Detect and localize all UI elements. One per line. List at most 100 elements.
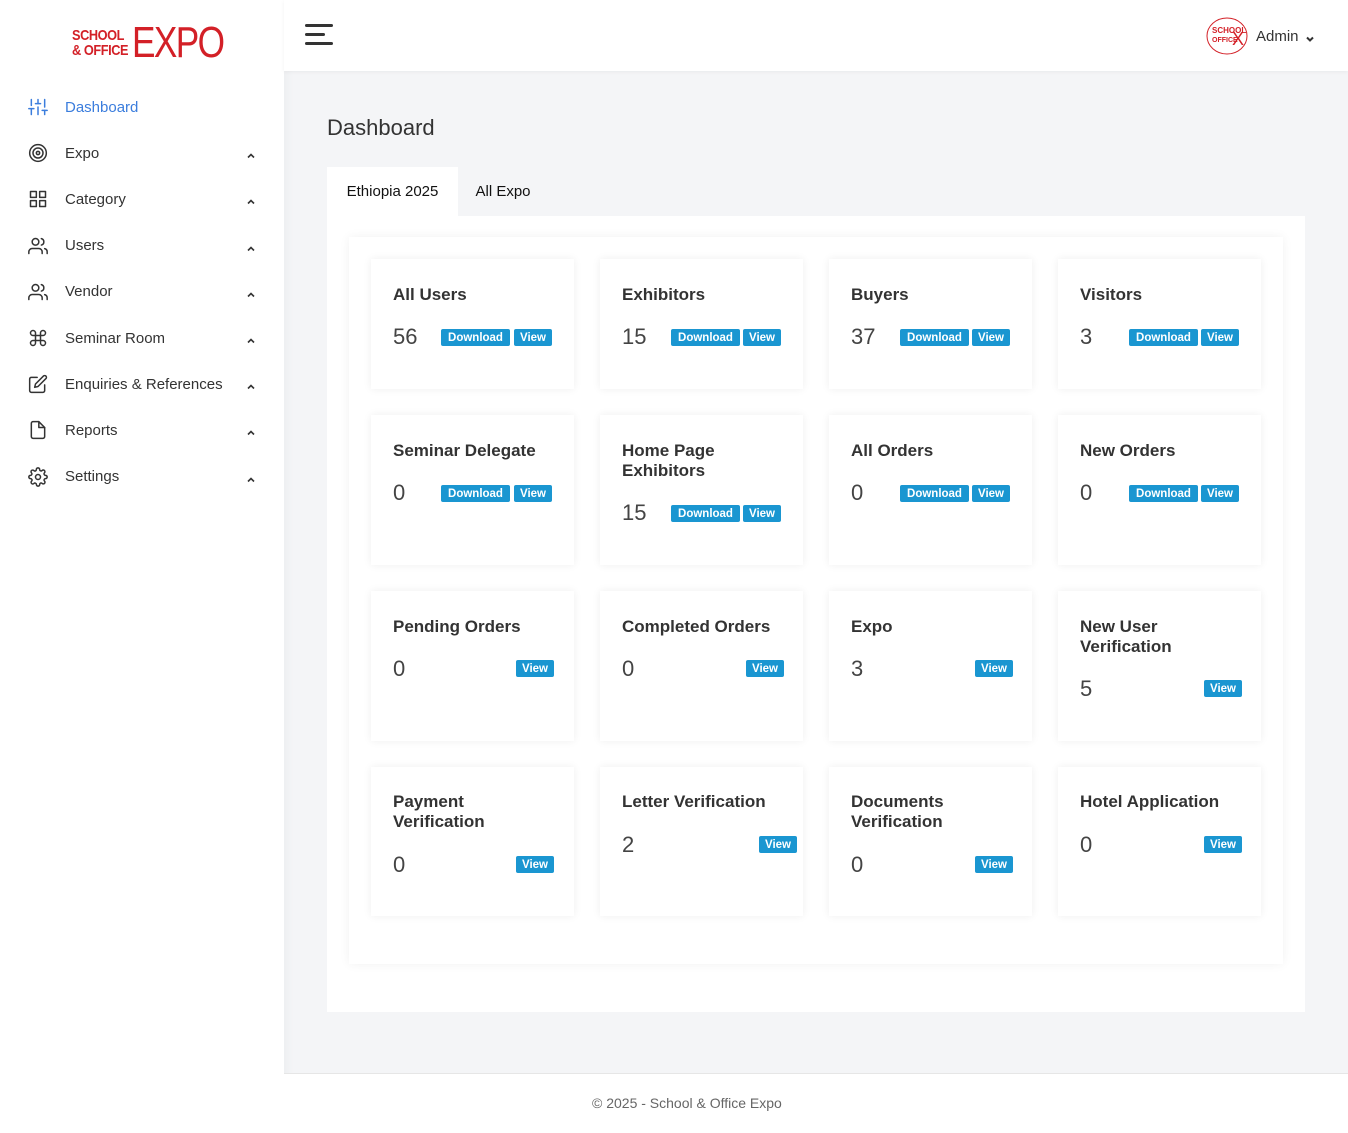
svg-text:SCHOOL: SCHOOL bbox=[1212, 26, 1246, 35]
sidebar: SCHOOL & OFFICE EXPO Dashboard Expo Cate… bbox=[0, 0, 284, 1133]
download-button[interactable]: Download bbox=[1129, 329, 1198, 346]
card-value: 2 bbox=[622, 832, 635, 857]
card-value: 15 bbox=[622, 500, 647, 525]
logo-big-text: EXPO bbox=[132, 18, 225, 67]
sliders-icon bbox=[28, 97, 48, 117]
logo-small-text: SCHOOL & OFFICE bbox=[72, 27, 129, 59]
card-title: Payment Verification bbox=[393, 792, 485, 831]
sidebar-item-dashboard[interactable]: Dashboard bbox=[0, 84, 284, 130]
view-button[interactable]: View bbox=[746, 660, 784, 677]
card-title: Letter Verification bbox=[622, 792, 766, 811]
card-value: 0 bbox=[851, 852, 864, 877]
chevron-down-icon bbox=[1305, 31, 1315, 42]
chevron-up-icon bbox=[246, 148, 256, 159]
card-title: All Users bbox=[393, 285, 467, 304]
chevron-up-icon bbox=[246, 333, 256, 344]
view-button[interactable]: View bbox=[972, 485, 1010, 502]
users-icon bbox=[28, 236, 48, 256]
chevron-up-icon bbox=[246, 472, 256, 482]
stat-card-hotel-application: Hotel Application 0 View bbox=[1058, 767, 1261, 916]
logo-top-text: SCHOOL bbox=[72, 27, 124, 44]
card-value: 37 bbox=[851, 324, 876, 349]
file-icon bbox=[28, 420, 48, 440]
menu-toggle-icon[interactable] bbox=[305, 24, 333, 46]
gear-icon bbox=[28, 466, 48, 487]
view-button[interactable]: View bbox=[516, 856, 554, 873]
card-title: Visitors bbox=[1080, 285, 1143, 304]
sidebar-item-label: Enquiries & References bbox=[65, 375, 223, 393]
sidebar-item-users[interactable]: Users bbox=[0, 223, 284, 269]
chevron-up-icon bbox=[246, 425, 256, 436]
view-button[interactable]: View bbox=[1201, 329, 1239, 346]
svg-text:X: X bbox=[1232, 29, 1244, 49]
card-title: All Orders bbox=[851, 441, 934, 460]
card-title: Buyers bbox=[851, 285, 909, 304]
sidebar-item-vendor[interactable]: Vendor bbox=[0, 269, 284, 315]
view-button[interactable]: View bbox=[975, 856, 1013, 873]
logo-bottom-text: & OFFICE bbox=[72, 42, 129, 59]
view-button[interactable]: View bbox=[1204, 680, 1242, 697]
footer bbox=[284, 1073, 1348, 1133]
sidebar-item-seminar-room[interactable]: Seminar Room bbox=[0, 315, 284, 361]
sidebar-item-label: Reports bbox=[65, 421, 118, 439]
tab-ethiopia-2025[interactable]: Ethiopia 2025 bbox=[327, 167, 458, 216]
view-button[interactable]: View bbox=[975, 660, 1013, 677]
card-title: New Orders bbox=[1080, 441, 1176, 460]
download-button[interactable]: Download bbox=[900, 485, 969, 502]
user-menu[interactable]: SCHOOL OFFICE X Admin bbox=[1206, 17, 1315, 55]
card-title: Documents Verification bbox=[851, 792, 944, 831]
sidebar-item-label: Expo bbox=[65, 144, 100, 162]
download-button[interactable]: Download bbox=[1129, 485, 1198, 502]
sidebar-item-enquiries[interactable]: Enquiries & References bbox=[0, 361, 284, 407]
sidebar-item-expo[interactable]: Expo bbox=[0, 130, 284, 176]
card-value: 3 bbox=[1080, 324, 1093, 349]
grid-icon bbox=[28, 189, 48, 209]
download-button[interactable]: Download bbox=[671, 505, 740, 522]
footer-copyright: © 2025 - School & Office Expo bbox=[592, 1095, 782, 1111]
card-value: 0 bbox=[1080, 832, 1093, 857]
card-title: Pending Orders bbox=[393, 617, 521, 636]
card-value: 0 bbox=[851, 480, 864, 505]
sidebar-item-label: Dashboard bbox=[65, 98, 139, 116]
sidebar-item-reports[interactable]: Reports bbox=[0, 407, 284, 453]
view-button[interactable]: View bbox=[516, 660, 554, 677]
sidebar-item-label: Users bbox=[65, 237, 105, 255]
download-button[interactable]: Download bbox=[441, 485, 510, 502]
download-button[interactable]: Download bbox=[441, 329, 510, 346]
sidebar-item-label: Seminar Room bbox=[65, 329, 166, 347]
card-title: Home Page Exhibitors bbox=[622, 441, 715, 480]
stat-card-new-user-verification: New User Verification 5 View bbox=[1058, 591, 1261, 741]
stat-card-all-users: All Users 56 Download View bbox=[371, 259, 574, 389]
view-button[interactable]: View bbox=[1204, 836, 1242, 853]
sidebar-item-category[interactable]: Category bbox=[0, 176, 284, 222]
view-button[interactable]: View bbox=[972, 329, 1010, 346]
view-button[interactable]: View bbox=[1201, 485, 1239, 502]
card-value: 56 bbox=[393, 324, 418, 349]
download-button[interactable]: Download bbox=[671, 329, 740, 346]
view-button[interactable]: View bbox=[514, 329, 552, 346]
stat-card-letter-verification: Letter Verification 2 View bbox=[600, 767, 803, 916]
svg-text:OFFICE: OFFICE bbox=[1212, 37, 1238, 44]
brand-logo[interactable]: SCHOOL & OFFICE EXPO bbox=[72, 18, 246, 67]
card-value: 0 bbox=[1080, 480, 1093, 505]
view-button[interactable]: View bbox=[743, 505, 781, 522]
stat-card-seminar-delegate: Seminar Delegate 0 Download View bbox=[371, 415, 574, 565]
card-value: 15 bbox=[622, 324, 647, 349]
footer-divider bbox=[284, 1073, 1348, 1074]
stat-card-documents-verification: Documents Verification 0 View bbox=[829, 767, 1032, 916]
tab-all-expo[interactable]: All Expo bbox=[475, 183, 531, 200]
card-value: 5 bbox=[1080, 676, 1093, 701]
user-name: Admin bbox=[1256, 27, 1299, 45]
view-button[interactable]: View bbox=[514, 485, 552, 502]
view-button[interactable]: View bbox=[759, 836, 797, 853]
topbar: SCHOOL OFFICE X Admin bbox=[284, 0, 1348, 71]
card-title: Completed Orders bbox=[622, 617, 771, 636]
page-title: Dashboard bbox=[327, 115, 435, 140]
sidebar-item-label: Vendor bbox=[65, 283, 113, 301]
download-button[interactable]: Download bbox=[900, 329, 969, 346]
card-title: Expo bbox=[851, 617, 893, 636]
command-icon bbox=[28, 328, 48, 348]
stat-card-visitors: Visitors 3 Download View bbox=[1058, 259, 1261, 389]
sidebar-item-settings[interactable]: Settings bbox=[0, 454, 284, 500]
view-button[interactable]: View bbox=[743, 329, 781, 346]
